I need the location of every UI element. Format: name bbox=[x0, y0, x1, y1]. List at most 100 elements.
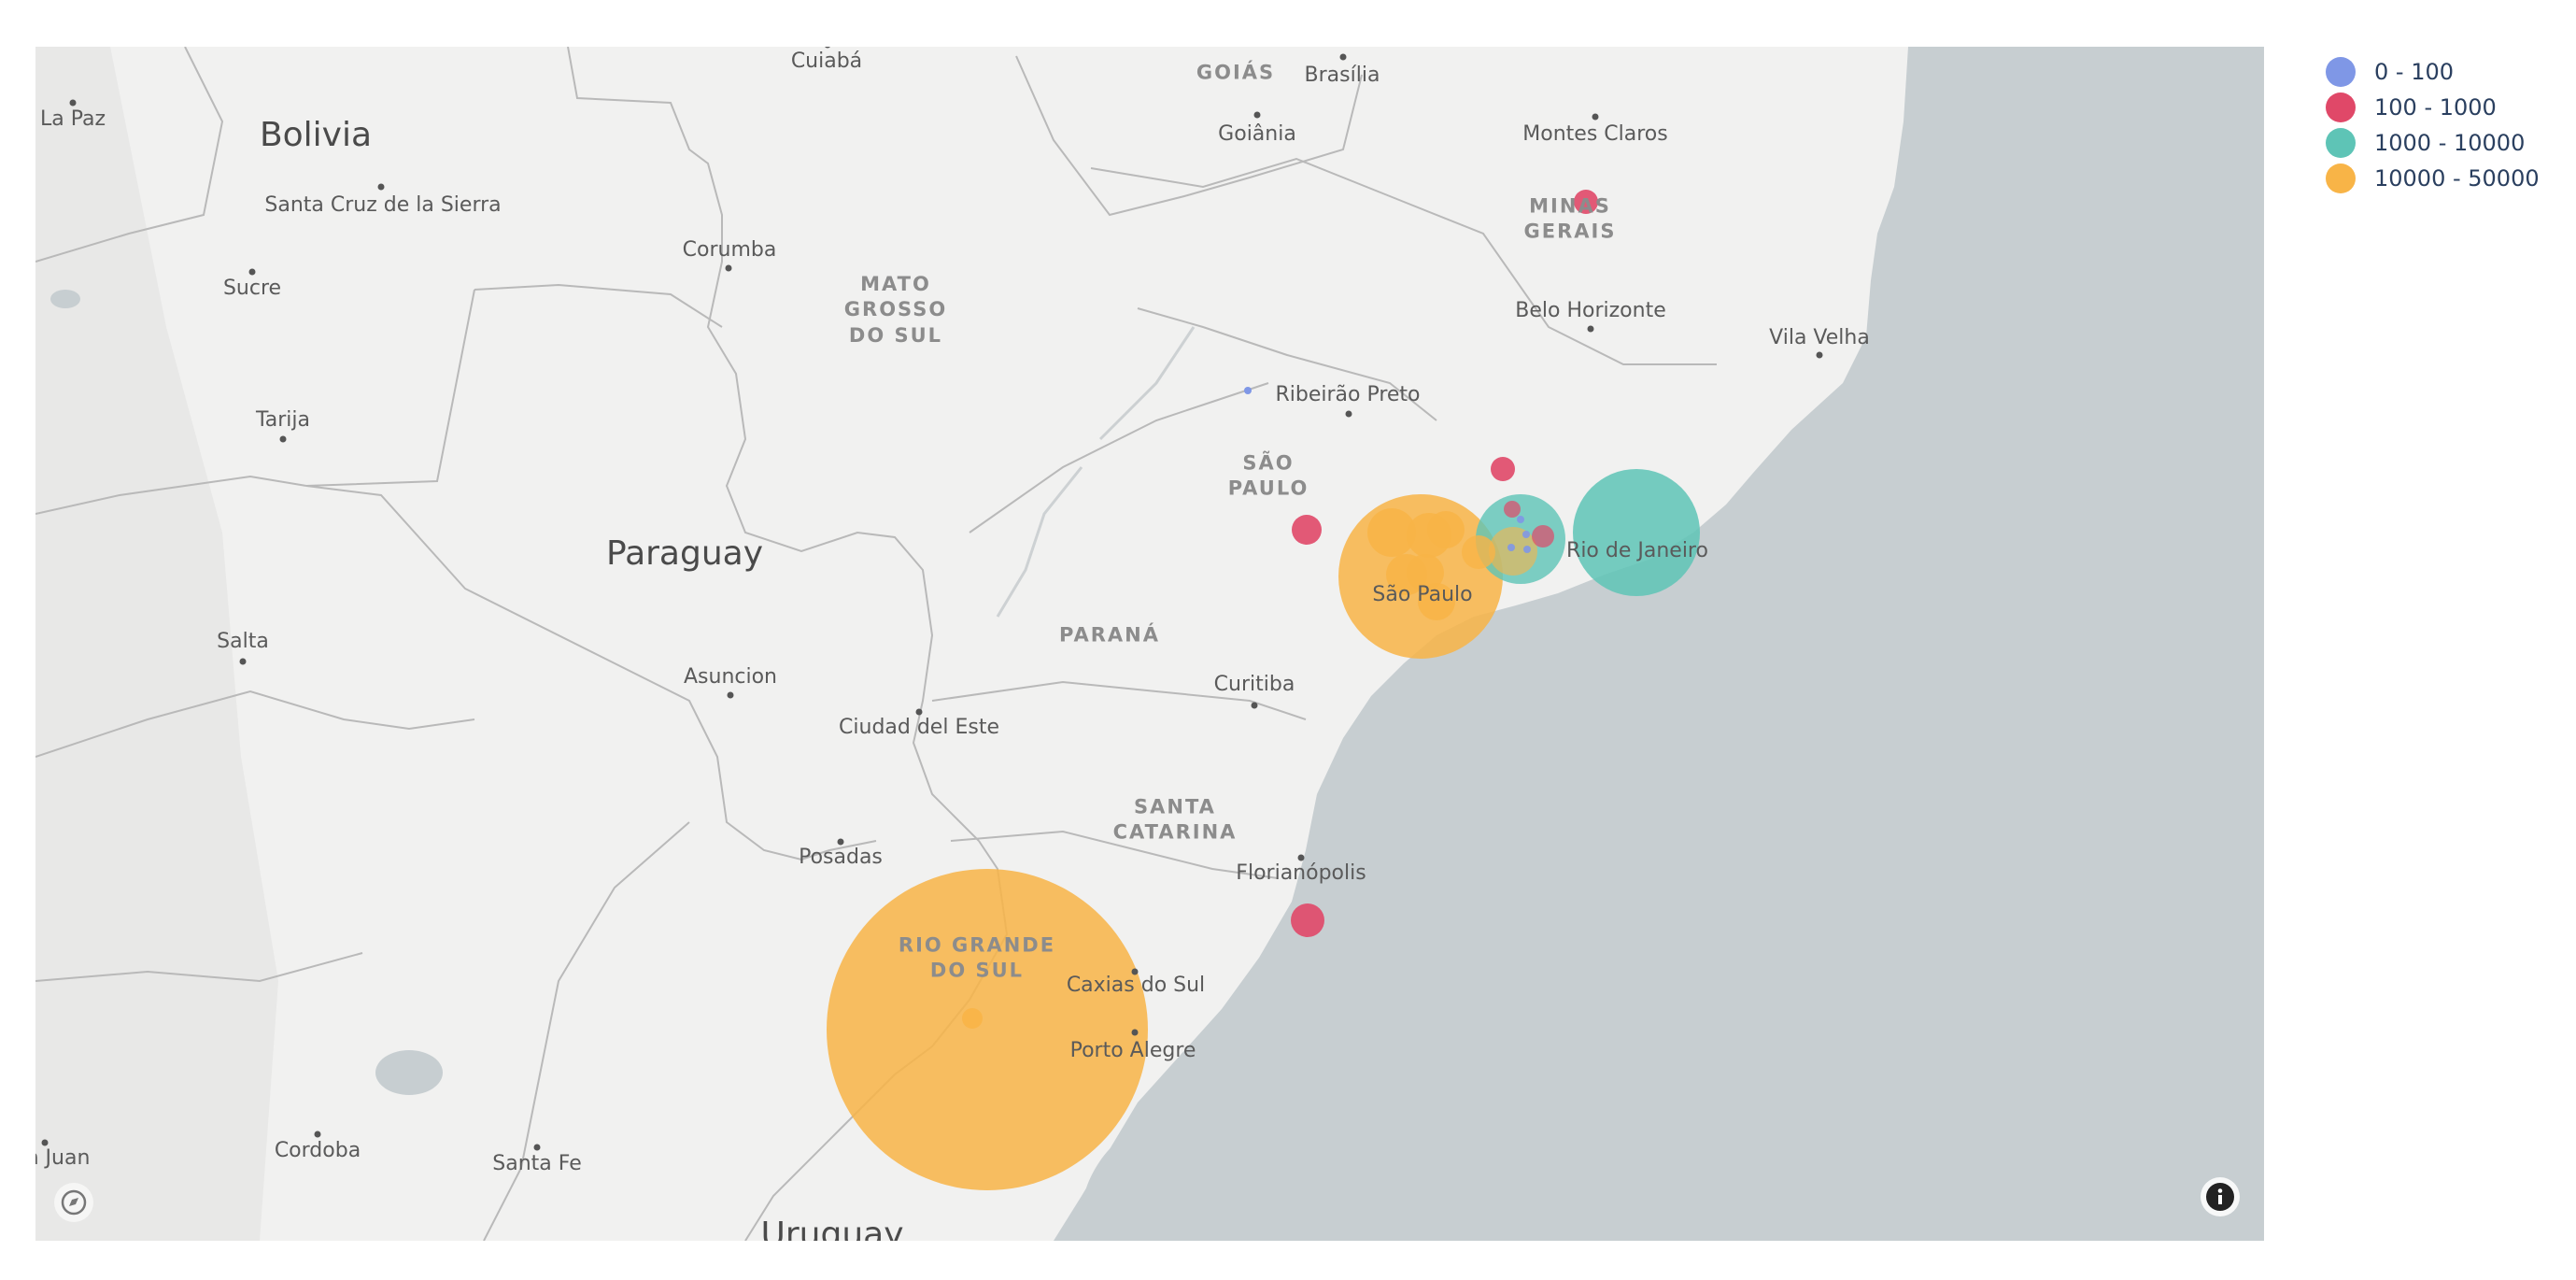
city-dot bbox=[239, 658, 247, 665]
state-label-goias: GOIÁS bbox=[1196, 61, 1276, 84]
legend-label: 1000 - 10000 bbox=[2374, 130, 2526, 156]
city-label-florianopolis: Florianópolis bbox=[1236, 861, 1366, 885]
lake bbox=[375, 1050, 443, 1095]
state-label-sao-paulo: SÃO PAULO bbox=[1227, 451, 1309, 500]
border bbox=[305, 289, 475, 487]
lake bbox=[50, 290, 80, 308]
city-dot bbox=[248, 268, 256, 276]
border bbox=[35, 47, 224, 263]
city-label-salta: Salta bbox=[217, 630, 269, 653]
city-label-ribeirao-preto: Ribeirão Preto bbox=[1275, 383, 1421, 406]
city-dot bbox=[1339, 53, 1347, 61]
legend-label: 10000 - 50000 bbox=[2374, 165, 2540, 192]
data-bubble[interactable] bbox=[1491, 457, 1515, 481]
city-dot bbox=[824, 47, 831, 49]
country-label-bolivia: Bolivia bbox=[259, 116, 373, 154]
border bbox=[305, 485, 877, 861]
city-dot bbox=[41, 1139, 49, 1146]
data-bubble[interactable] bbox=[1532, 525, 1554, 548]
city-dot bbox=[1297, 854, 1305, 861]
city-dot bbox=[279, 435, 287, 443]
data-bubble[interactable] bbox=[1462, 535, 1495, 569]
legend-item-0-100[interactable]: 0 - 100 bbox=[2326, 54, 2540, 90]
data-bubble[interactable] bbox=[1489, 527, 1537, 576]
legend-label: 100 - 1000 bbox=[2374, 94, 2497, 121]
city-label-santa-cruz: Santa Cruz de la Sierra bbox=[264, 193, 502, 217]
city-label-porto-alegre: Porto Alegre bbox=[1069, 1039, 1196, 1062]
city-label-montes-claros: Montes Claros bbox=[1522, 122, 1668, 146]
legend-label: 0 - 100 bbox=[2374, 59, 2454, 85]
data-bubble[interactable] bbox=[1291, 903, 1324, 937]
border bbox=[474, 283, 723, 328]
data-bubble[interactable] bbox=[1523, 546, 1531, 553]
border bbox=[1137, 307, 1437, 421]
data-bubble[interactable] bbox=[1418, 583, 1455, 620]
city-label-cuiaba: Cuiabá bbox=[790, 50, 863, 73]
city-dot bbox=[1253, 111, 1261, 119]
city-label-sao-paulo: São Paulo bbox=[1372, 583, 1473, 606]
info-button[interactable] bbox=[2201, 1177, 2240, 1216]
city-dot bbox=[1345, 410, 1352, 418]
city-label-sucre: Sucre bbox=[222, 277, 282, 300]
city-label-san-juan: n Juan bbox=[35, 1146, 91, 1170]
data-bubble[interactable] bbox=[1507, 544, 1515, 551]
legend-item-100-1000[interactable]: 100 - 1000 bbox=[2326, 90, 2540, 125]
border bbox=[35, 475, 307, 515]
info-icon bbox=[2206, 1183, 2234, 1211]
data-bubble[interactable] bbox=[1292, 515, 1322, 545]
river bbox=[1098, 326, 1196, 441]
state-label-parana: PARANÁ bbox=[1059, 623, 1160, 647]
border bbox=[1015, 55, 1363, 217]
data-bubble[interactable] bbox=[1517, 516, 1524, 523]
data-bubble[interactable] bbox=[1504, 501, 1521, 518]
city-label-tarija: Tarija bbox=[255, 408, 311, 432]
legend: 0 - 100 100 - 1000 1000 - 10000 10000 - … bbox=[2326, 54, 2540, 196]
city-dot bbox=[533, 1144, 541, 1151]
data-bubble[interactable] bbox=[1573, 469, 1700, 596]
country-label-paraguay: Paraguay bbox=[605, 534, 764, 573]
border bbox=[1090, 157, 1717, 365]
data-bubble[interactable] bbox=[1407, 554, 1444, 591]
city-dot bbox=[314, 1131, 321, 1138]
city-dot bbox=[69, 99, 77, 107]
city-dot bbox=[1816, 351, 1823, 359]
city-dot bbox=[1587, 325, 1594, 333]
city-label-vila-velha: Vila Velha bbox=[1769, 326, 1870, 349]
state-label-rio-grande-do-sul: RIO GRANDE DO SUL bbox=[898, 933, 1056, 982]
data-bubble[interactable] bbox=[1244, 387, 1252, 394]
city-dot bbox=[1592, 113, 1599, 121]
border bbox=[567, 47, 980, 842]
legend-swatch bbox=[2326, 92, 2356, 122]
legend-item-10000-50000[interactable]: 10000 - 50000 bbox=[2326, 161, 2540, 196]
legend-item-1000-10000[interactable]: 1000 - 10000 bbox=[2326, 125, 2540, 161]
city-dot bbox=[1251, 702, 1258, 709]
border bbox=[950, 830, 1279, 879]
border bbox=[483, 821, 690, 1241]
data-bubble[interactable] bbox=[1522, 531, 1530, 538]
city-label-brasilia: Brasília bbox=[1304, 64, 1380, 87]
legend-swatch bbox=[2326, 164, 2356, 193]
city-label-la-paz: La Paz bbox=[39, 107, 106, 131]
relief bbox=[35, 47, 278, 1241]
city-label-santa-fe: Santa Fe bbox=[492, 1152, 582, 1175]
city-label-curitiba: Curitiba bbox=[1213, 673, 1295, 696]
legend-swatch bbox=[2326, 128, 2356, 158]
map-canvas[interactable]: Bolivia Paraguay Uruguay GOIÁS MINAS GER… bbox=[35, 47, 2264, 1241]
data-bubble[interactable] bbox=[962, 1008, 983, 1029]
basemap bbox=[35, 47, 2264, 1241]
city-label-belo-horizonte: Belo Horizonte bbox=[1515, 299, 1666, 322]
city-dot bbox=[377, 183, 385, 191]
city-label-caxias-do-sul: Caxias do Sul bbox=[1066, 974, 1206, 997]
data-bubble[interactable] bbox=[1427, 511, 1465, 548]
mapbox-logo-icon[interactable] bbox=[54, 1183, 93, 1222]
border bbox=[931, 680, 1307, 720]
data-bubble[interactable] bbox=[827, 869, 1148, 1190]
state-label-santa-catarina: SANTA CATARINA bbox=[1112, 795, 1238, 844]
border bbox=[35, 690, 475, 758]
data-bubble[interactable] bbox=[1367, 508, 1416, 557]
city-label-rio-de-janeiro: Rio de Janeiro bbox=[1566, 539, 1708, 562]
data-bubble[interactable] bbox=[1574, 190, 1598, 214]
lagoon bbox=[1083, 1137, 1137, 1217]
city-dot bbox=[725, 264, 732, 272]
city-dot bbox=[1131, 1029, 1139, 1036]
